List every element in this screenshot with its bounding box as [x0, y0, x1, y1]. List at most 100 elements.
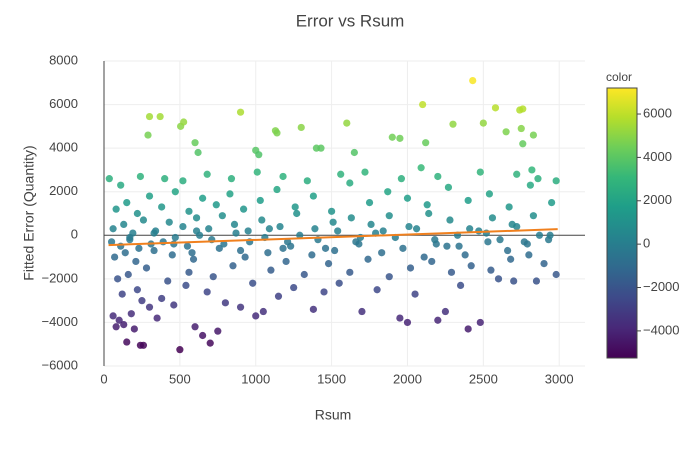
point	[114, 275, 122, 283]
point	[469, 77, 477, 85]
point	[552, 270, 560, 279]
point	[379, 227, 387, 235]
point	[417, 164, 425, 172]
point	[443, 242, 451, 250]
point	[399, 244, 407, 252]
point	[548, 199, 556, 207]
point	[109, 225, 117, 233]
point	[532, 277, 541, 285]
point	[411, 290, 419, 298]
point	[283, 238, 292, 246]
point	[139, 341, 148, 349]
point	[534, 175, 542, 183]
chart-title: Error vs Rsum	[296, 11, 405, 30]
point	[144, 131, 152, 139]
point	[133, 209, 141, 218]
point	[133, 286, 141, 294]
point	[403, 318, 412, 327]
point	[118, 290, 126, 298]
point	[434, 172, 442, 181]
x-tick-label: 1500	[317, 371, 346, 386]
colorbar-title: color	[606, 70, 632, 84]
point	[199, 194, 207, 202]
point	[455, 242, 463, 250]
point	[385, 273, 393, 281]
point	[189, 255, 198, 263]
point	[428, 257, 436, 266]
point	[317, 144, 325, 152]
point	[513, 170, 521, 178]
point	[112, 205, 120, 213]
point	[188, 249, 196, 257]
point	[117, 181, 125, 189]
point	[293, 209, 301, 218]
point	[158, 203, 166, 211]
point	[476, 168, 484, 176]
point	[456, 281, 465, 289]
point	[447, 268, 456, 276]
x-tick-label: 500	[169, 371, 191, 386]
point	[194, 148, 202, 157]
trendline	[108, 228, 558, 247]
y-tick-label: −6000	[41, 357, 78, 372]
point	[487, 266, 495, 274]
point	[519, 105, 527, 113]
point	[206, 339, 214, 347]
point	[111, 253, 119, 261]
point	[236, 246, 245, 255]
point	[396, 134, 404, 142]
point	[367, 220, 375, 228]
point	[343, 119, 351, 127]
point	[352, 238, 360, 246]
point	[150, 246, 158, 255]
point	[165, 218, 173, 226]
point	[221, 299, 229, 307]
point	[239, 205, 248, 213]
point	[461, 251, 469, 259]
point	[308, 251, 316, 259]
y-tick-label: −2000	[41, 270, 78, 285]
point	[227, 175, 236, 183]
colorbar-tick-label: 2000	[643, 192, 672, 207]
point	[274, 292, 283, 300]
point	[422, 139, 430, 147]
point	[397, 175, 406, 183]
point	[226, 190, 234, 198]
point	[412, 225, 421, 233]
point	[358, 307, 366, 316]
point	[120, 220, 128, 228]
point	[215, 244, 223, 252]
point	[273, 129, 281, 137]
y-tick-label: 4000	[49, 140, 78, 155]
point	[529, 131, 538, 139]
point	[123, 199, 131, 207]
point	[126, 233, 134, 242]
point	[425, 209, 433, 218]
x-tick-label: 3000	[545, 371, 574, 386]
point	[385, 212, 393, 220]
point	[334, 227, 342, 235]
point	[112, 323, 120, 331]
point	[444, 183, 453, 191]
point	[199, 331, 207, 340]
point	[546, 231, 554, 239]
point	[525, 251, 533, 259]
point	[256, 196, 264, 205]
point	[218, 212, 226, 220]
point	[212, 201, 220, 209]
point	[265, 225, 273, 233]
colorbar-tick-label: 4000	[643, 149, 672, 164]
point	[168, 251, 176, 259]
point	[145, 192, 154, 200]
point	[328, 207, 336, 215]
y-tick-label: −4000	[41, 314, 78, 329]
point	[282, 257, 290, 266]
point	[434, 316, 442, 324]
point	[192, 214, 201, 222]
point	[180, 118, 188, 126]
point	[320, 288, 328, 296]
point	[441, 307, 450, 316]
point	[335, 279, 343, 287]
point	[346, 179, 354, 187]
